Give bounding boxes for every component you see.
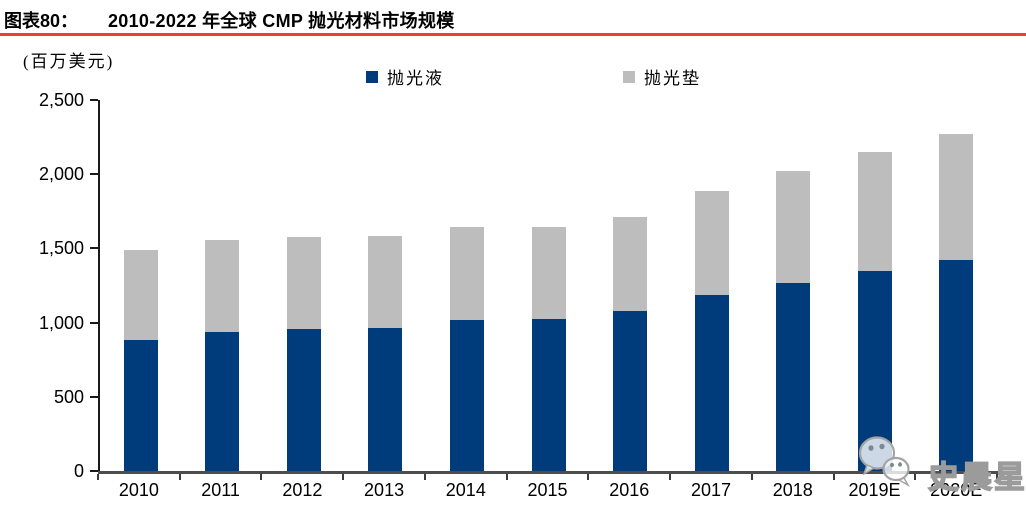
- bar-segment-slurry: [368, 327, 403, 471]
- bar-segment-pad: [531, 226, 566, 319]
- legend-item-pad: 抛光垫: [623, 64, 701, 89]
- y-axis-label: 1,500: [38, 238, 84, 259]
- x-axis-label: 2015: [527, 480, 568, 500]
- x-axis-labels: 2010 2011 2012 2013 2014 2015 2016 2017 2018 2019…: [98, 480, 997, 501]
- y-axis-label: 2,000: [38, 164, 84, 185]
- x-axis-label: 2010: [118, 480, 159, 500]
- bar-column-2018: [752, 100, 834, 471]
- x-axis-label: 2014: [445, 480, 486, 500]
- x-axis-tick: [914, 474, 917, 480]
- x-axis-label: 2020E: [930, 480, 983, 500]
- x-axis-label: 2011: [201, 480, 240, 500]
- y-axis-label: 2,500: [38, 90, 84, 110]
- x-axis-tick: [587, 474, 590, 480]
- legend-swatch-slurry: [366, 70, 378, 83]
- bar-column-2010: [100, 100, 182, 471]
- bar-segment-slurry: [449, 320, 484, 471]
- bar-segment-slurry: [776, 282, 811, 471]
- figure-number-label: 图表80：: [4, 11, 79, 31]
- figure-title: 2010-2022 年全球 CMP 抛光材料市场规模: [108, 11, 455, 31]
- x-axis-tick: [178, 474, 181, 480]
- bar-column-2016: [589, 100, 671, 471]
- x-axis-label: 2013: [364, 480, 405, 500]
- y-axis-label: 1,000: [38, 312, 84, 333]
- bar-segment-pad: [368, 235, 403, 328]
- y-axis-tick: [90, 395, 98, 398]
- bar-segment-slurry: [613, 311, 648, 471]
- bar-segment-slurry: [531, 318, 566, 471]
- x-axis-tick: [750, 474, 753, 480]
- bar-column-2015: [508, 100, 590, 471]
- y-axis-label: 500: [53, 386, 84, 407]
- bar-segment-pad: [286, 237, 321, 329]
- legend-swatch-pad: [623, 70, 635, 83]
- x-axis-tick: [260, 474, 263, 480]
- x-axis-tick: [97, 474, 99, 480]
- legend-item-slurry: 抛光液: [366, 64, 444, 89]
- bar-segment-slurry: [205, 332, 240, 471]
- bar-segment-pad: [776, 170, 811, 283]
- bar-column-2020E: [915, 100, 997, 471]
- x-axis-tick: [669, 474, 672, 480]
- watermark: 史晨星: [854, 426, 1026, 496]
- bar-column-2011: [182, 100, 264, 471]
- axis-unit-label: (百万美元): [23, 52, 115, 71]
- x-axis-tick: [505, 474, 508, 480]
- x-axis-tick: [342, 474, 345, 480]
- legend-label-slurry: 抛光液: [387, 69, 444, 88]
- bar-column-2019E: [834, 100, 916, 471]
- y-axis-tick: [90, 247, 98, 250]
- bar-column-2014: [426, 100, 508, 471]
- x-axis-label: 2016: [609, 480, 650, 500]
- bar-segment-pad: [449, 226, 484, 321]
- y-axis-tick: [90, 173, 98, 176]
- bar-column-2017: [671, 100, 753, 471]
- x-axis-label: 2012: [282, 480, 323, 500]
- bar-segment-pad: [613, 217, 648, 312]
- x-axis-label: 2019E: [848, 480, 901, 500]
- x-axis-label: 2018: [772, 480, 813, 500]
- bar-segment-pad: [939, 134, 974, 260]
- wechat-icon: [858, 436, 910, 487]
- bar-segment-slurry: [939, 259, 974, 471]
- y-axis-tick: [90, 470, 98, 472]
- bar-chart-plot-area: [98, 100, 997, 471]
- bar-segment-pad: [694, 191, 729, 296]
- y-axis-tick: [90, 99, 98, 101]
- x-axis-tick: [423, 474, 426, 480]
- x-axis-tick: [996, 474, 998, 480]
- bar-column-2012: [263, 100, 345, 471]
- x-axis-label: 2017: [690, 480, 732, 500]
- title-underline-rule: [0, 33, 1026, 36]
- bar-segment-pad: [123, 249, 158, 341]
- y-axis-tick: [90, 321, 98, 324]
- y-axis-label: 0: [73, 461, 84, 481]
- bar-segment-slurry: [694, 295, 729, 471]
- bar-segment-slurry: [123, 340, 158, 471]
- watermark-text: 史晨星: [927, 459, 1026, 495]
- legend-label-pad: 抛光垫: [644, 69, 701, 88]
- x-axis-line: [98, 471, 999, 474]
- bar-segment-pad: [205, 240, 240, 333]
- bar-column-2013: [345, 100, 427, 471]
- x-axis-tick: [832, 474, 835, 480]
- bar-segment-pad: [857, 151, 892, 271]
- bar-segment-slurry: [286, 328, 321, 471]
